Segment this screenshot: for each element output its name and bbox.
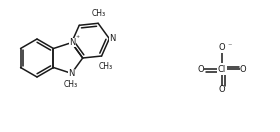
Text: N: N [69,38,76,47]
Text: N: N [68,69,75,78]
Text: CH₃: CH₃ [92,9,106,18]
Text: CH₃: CH₃ [99,62,113,70]
Text: ⁻: ⁻ [228,41,232,51]
Text: N: N [109,34,116,43]
Text: Cl: Cl [218,65,226,74]
Text: O: O [198,65,204,74]
Text: O: O [219,86,225,95]
Text: O: O [219,44,225,53]
Text: O: O [240,65,246,74]
Text: CH₃: CH₃ [64,80,78,89]
Text: ⁺: ⁺ [76,34,80,43]
